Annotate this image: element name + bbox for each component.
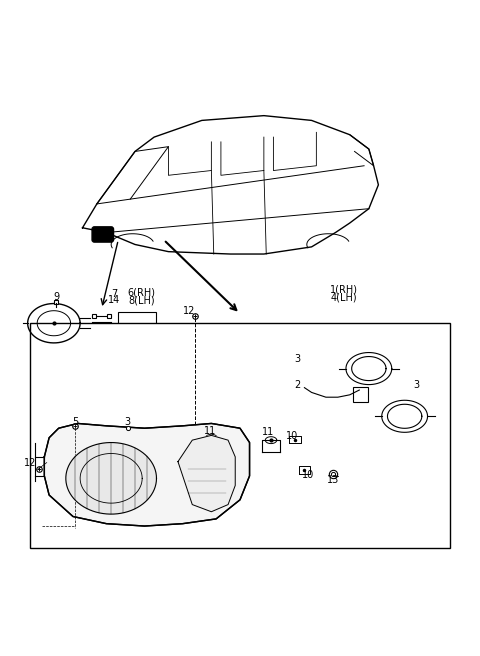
Polygon shape (66, 443, 156, 514)
Polygon shape (44, 423, 250, 526)
Text: 7: 7 (111, 289, 118, 298)
Text: 11: 11 (204, 426, 216, 436)
FancyBboxPatch shape (353, 387, 368, 402)
Text: 2: 2 (294, 380, 300, 390)
Text: 9: 9 (53, 292, 60, 302)
FancyBboxPatch shape (92, 227, 114, 242)
Text: 3: 3 (413, 380, 420, 390)
Text: 1(RH): 1(RH) (330, 285, 358, 295)
Text: 11: 11 (262, 427, 274, 437)
Text: 10: 10 (287, 432, 299, 441)
FancyBboxPatch shape (30, 323, 450, 548)
Text: 4(LH): 4(LH) (331, 293, 357, 302)
Polygon shape (178, 436, 235, 512)
Text: 3: 3 (124, 417, 130, 428)
Text: 3: 3 (294, 354, 300, 364)
Text: 14: 14 (108, 295, 120, 305)
Text: 12: 12 (24, 458, 36, 468)
Text: 5: 5 (72, 417, 79, 428)
Text: 6(RH): 6(RH) (127, 288, 155, 298)
Text: 12: 12 (183, 306, 195, 316)
Text: 13: 13 (326, 475, 339, 485)
Text: 8(LH): 8(LH) (128, 295, 155, 305)
Text: 10: 10 (302, 470, 314, 480)
FancyBboxPatch shape (118, 312, 156, 325)
